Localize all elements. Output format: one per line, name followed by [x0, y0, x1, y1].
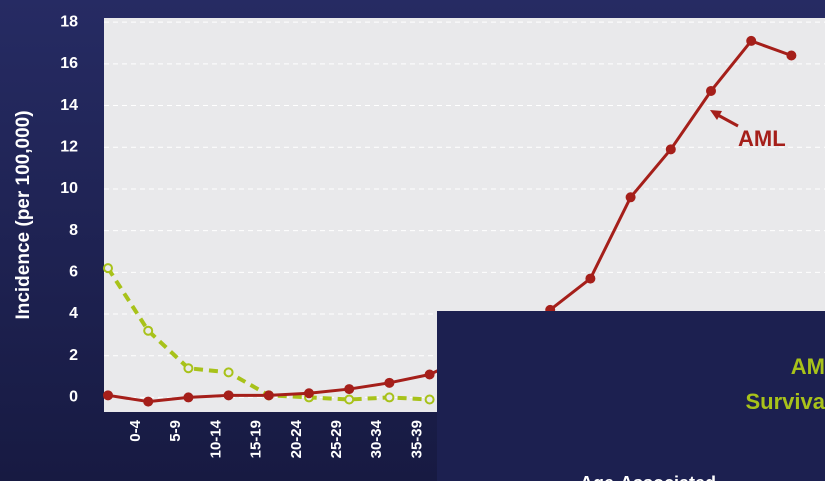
data-point [786, 50, 797, 61]
x-tick-label: 5-9 [167, 420, 184, 442]
y-axis-label: Incidence (per 100,000) [13, 110, 34, 319]
y-tick-label: 12 [60, 138, 78, 155]
data-point [344, 394, 355, 405]
y-tick-label: 18 [60, 13, 78, 30]
data-point [183, 392, 194, 403]
data-point [304, 388, 314, 399]
y-tick-label: 6 [69, 264, 78, 281]
y-tick-label: 16 [60, 55, 78, 72]
x-tick-label: 15-19 [248, 420, 265, 458]
data-point [746, 35, 757, 46]
data-point [585, 273, 596, 284]
annotation-arrow [715, 112, 739, 128]
annotation: AML [738, 126, 786, 151]
x-tick-label: 0-4 [127, 419, 144, 441]
data-point [223, 367, 234, 378]
data-point [424, 369, 435, 380]
y-tick-label: 10 [60, 180, 78, 197]
y-tick-label: 14 [60, 97, 78, 114]
data-point [263, 390, 274, 401]
data-point [706, 85, 716, 96]
data-point [625, 192, 636, 203]
data-point [143, 396, 154, 407]
data-point [143, 325, 154, 336]
x-tick-label: 25-29 [328, 420, 345, 458]
y-tick-label: 0 [69, 389, 78, 406]
y-tick-label: 8 [69, 222, 78, 239]
x-tick-label: 20-24 [288, 419, 305, 458]
data-point [384, 392, 395, 403]
y-tick-label: 2 [69, 347, 78, 364]
panel-title: AM [791, 354, 825, 379]
overlay-panel: AM Surviva Age-Associated [437, 311, 825, 481]
data-point [424, 394, 435, 405]
data-point [344, 384, 355, 395]
x-tick-label: 35-39 [408, 420, 425, 458]
x-tick-label: 10-14 [207, 419, 224, 458]
y-tick-label: 4 [69, 305, 78, 322]
plot: 0 2 4 6 8 10 12 14 16 18 0-4 5-9 10-14 15-19 20-24 25-2… [60, 13, 825, 458]
annotation-arrowhead [710, 110, 722, 120]
data-point [103, 390, 113, 401]
data-point [183, 363, 194, 374]
data-point [665, 144, 676, 155]
x-tick-label: 30-34 [368, 419, 385, 458]
panel-subtitle: Surviva [746, 389, 825, 414]
data-point [223, 390, 234, 401]
data-point [384, 377, 395, 388]
panel [437, 311, 825, 481]
panel-text: Age-Associated [580, 473, 716, 481]
data-point [103, 263, 113, 274]
